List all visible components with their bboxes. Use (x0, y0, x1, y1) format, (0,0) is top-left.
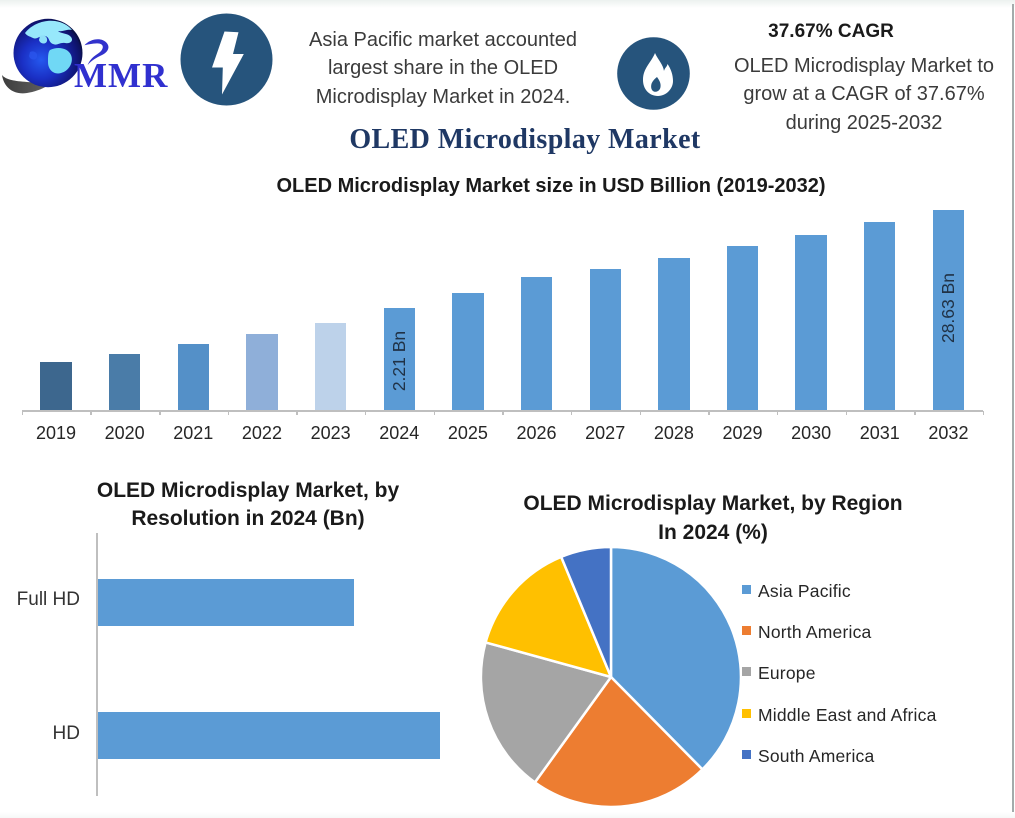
svg-text:MMR: MMR (74, 56, 168, 95)
